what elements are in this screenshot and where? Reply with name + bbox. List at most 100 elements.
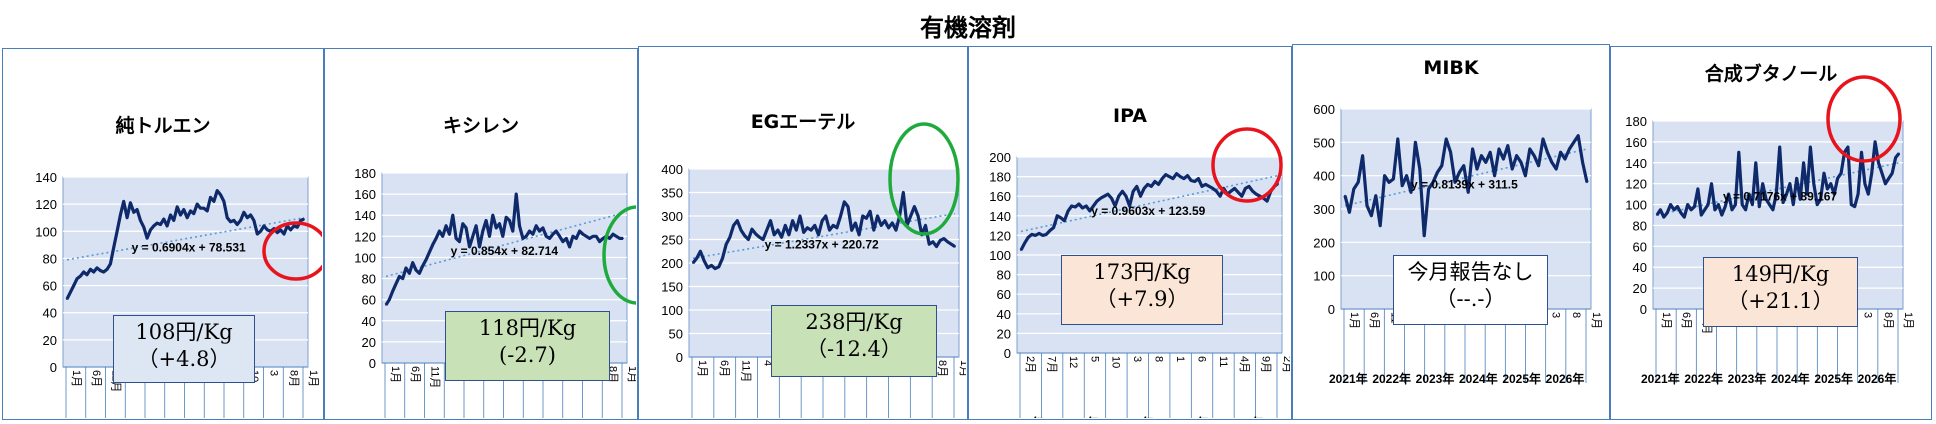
data-point <box>1881 172 1883 175</box>
y-tick-label: 0 <box>1004 346 1011 361</box>
chart-title: EGエーテル <box>750 111 856 133</box>
data-point <box>179 214 182 216</box>
highlight-circle <box>1826 75 1902 163</box>
trend-equation: y = 0.7176x + 89.167 <box>1723 190 1837 204</box>
price-change: （+7.9） <box>1095 287 1189 311</box>
data-point <box>884 219 886 222</box>
data-point <box>1454 181 1456 184</box>
data-point <box>795 229 798 232</box>
data-point <box>1874 141 1876 143</box>
data-point <box>943 237 945 240</box>
data-point <box>162 218 165 221</box>
data-point <box>511 230 514 233</box>
data-point <box>276 231 279 234</box>
data-point <box>116 230 118 233</box>
data-point <box>1782 201 1784 204</box>
data-point <box>1445 138 1448 140</box>
data-point <box>1059 216 1062 219</box>
data-point <box>1074 206 1077 208</box>
x-year-label: 2025年 <box>1502 371 1541 386</box>
x-year-label: 2025年 <box>1170 415 1209 418</box>
data-point <box>508 219 511 222</box>
data-point <box>810 229 812 232</box>
x-month-label: 8 <box>1570 312 1582 318</box>
data-point <box>1867 193 1870 196</box>
y-tick-label: 80 <box>1633 218 1647 233</box>
x-month-label: 1月 <box>70 370 82 387</box>
data-point <box>1099 197 1102 200</box>
data-point <box>802 231 805 234</box>
data-point <box>213 200 215 203</box>
data-point <box>1244 187 1247 190</box>
x-month-label: 1月 <box>696 360 708 377</box>
data-point <box>139 219 142 222</box>
y-tick-label: 40 <box>997 307 1011 322</box>
data-point <box>1741 203 1744 206</box>
x-month-label: 6月 <box>409 366 421 383</box>
data-point <box>869 210 871 213</box>
data-point <box>415 269 417 271</box>
data-point <box>1423 234 1426 237</box>
data-point <box>1559 151 1562 154</box>
data-point <box>1666 212 1669 214</box>
y-tick-label: 160 <box>354 187 376 202</box>
y-tick-label: 250 <box>661 233 683 248</box>
x-year-label: 2024年 <box>1115 415 1154 418</box>
y-tick-label: 140 <box>35 170 57 185</box>
trendline <box>385 212 624 278</box>
data-point <box>532 233 534 236</box>
data-point <box>1829 182 1832 185</box>
data-point <box>582 233 584 236</box>
data-point <box>1414 141 1417 144</box>
data-point <box>1693 205 1696 208</box>
data-point <box>1067 210 1069 212</box>
data-point <box>1884 182 1887 185</box>
data-point <box>1374 194 1377 197</box>
data-point <box>196 203 199 206</box>
data-point <box>192 212 195 215</box>
data-point <box>435 237 437 240</box>
data-point <box>299 219 302 222</box>
data-point <box>109 263 112 265</box>
data-point <box>861 215 864 217</box>
chart-svg: 0 20 40 60 80 100 120 140 160 180 200 2月 7月 12 5 10 3 8 1 6… <box>989 127 1290 418</box>
series-line <box>1343 134 1589 238</box>
y-tick-label: 0 <box>50 360 57 375</box>
data-point <box>522 237 524 240</box>
price-value: 149円/Kg <box>1731 262 1830 286</box>
price-change: (-2.7) <box>499 343 556 367</box>
data-point <box>917 215 919 217</box>
data-point <box>72 284 75 287</box>
data-point <box>1211 187 1214 190</box>
data-point <box>146 237 149 240</box>
x-year-label: 2026年 <box>1546 371 1585 386</box>
data-point <box>279 229 282 231</box>
data-point <box>169 214 172 216</box>
data-point <box>1710 182 1713 185</box>
x-month-label: 1月 <box>626 366 636 383</box>
x-year-label: 2024年 <box>1771 371 1810 386</box>
data-point <box>1662 216 1665 219</box>
data-point <box>1720 214 1723 216</box>
data-point <box>1659 208 1662 211</box>
data-point <box>1847 146 1849 148</box>
data-point <box>485 219 487 222</box>
data-point <box>1392 178 1395 180</box>
data-point <box>555 230 558 233</box>
y-tick-label: 300 <box>1313 202 1335 217</box>
data-point <box>391 290 394 293</box>
y-tick-label: 80 <box>997 268 1011 283</box>
chart-panel: 純トルエン0204060801001201401月6月11月4927125103… <box>2 48 324 420</box>
data-point <box>699 250 702 253</box>
series-line <box>1655 140 1901 219</box>
data-point <box>1795 177 1798 180</box>
data-point <box>1489 151 1492 154</box>
data-point <box>398 275 401 278</box>
data-point <box>405 267 407 269</box>
data-point <box>1656 214 1658 216</box>
trendline <box>1344 148 1588 207</box>
data-point <box>1734 203 1737 206</box>
data-point <box>1775 193 1778 196</box>
data-point <box>465 227 467 229</box>
data-point <box>824 215 827 217</box>
